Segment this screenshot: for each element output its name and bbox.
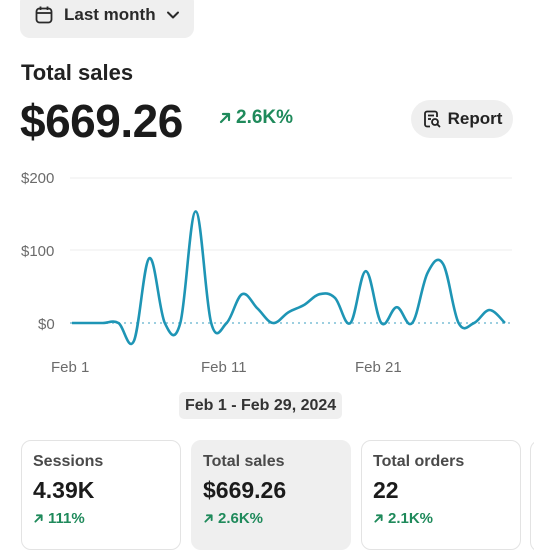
report-search-icon bbox=[422, 109, 442, 129]
sales-line-chart: $200 $100 $0 Feb 1 Feb 11 Feb 21 bbox=[21, 170, 512, 376]
metric-card-delta-text: 2.6K% bbox=[218, 510, 264, 527]
arrow-up-right-icon bbox=[203, 513, 214, 524]
data-point bbox=[178, 321, 182, 325]
data-point bbox=[364, 269, 368, 273]
data-point bbox=[194, 209, 198, 213]
sales-series-line bbox=[72, 210, 506, 346]
summary-title: Total sales bbox=[21, 60, 134, 85]
data-point bbox=[116, 321, 120, 325]
calendar-icon bbox=[34, 5, 54, 25]
data-point bbox=[426, 271, 430, 275]
data-point bbox=[225, 321, 229, 325]
y-tick-label: $200 bbox=[21, 170, 54, 187]
data-point bbox=[317, 292, 321, 296]
report-label: Report bbox=[447, 109, 503, 128]
metric-card-delta-text: 2.1K% bbox=[388, 510, 434, 527]
x-tick-label: Feb 11 bbox=[201, 359, 247, 376]
summary-delta: 2.6K% bbox=[218, 107, 293, 129]
data-point bbox=[256, 307, 260, 311]
data-point bbox=[132, 339, 136, 343]
summary-delta-text: 2.6K% bbox=[236, 107, 294, 128]
data-point bbox=[488, 308, 492, 312]
data-point bbox=[333, 296, 337, 300]
data-point bbox=[271, 321, 275, 325]
metric-card-value: 22 bbox=[373, 477, 399, 503]
chevron-down-icon bbox=[166, 8, 180, 22]
arrow-up-right-icon bbox=[373, 513, 384, 524]
x-tick-label: Feb 21 bbox=[355, 359, 402, 376]
date-filter-button[interactable]: Last month bbox=[20, 0, 194, 38]
data-point bbox=[302, 303, 306, 307]
data-point bbox=[240, 292, 244, 296]
x-tick-label: Feb 1 bbox=[51, 359, 89, 376]
date-filter-label: Last month bbox=[64, 5, 156, 24]
metric-card-delta: 2.1K% bbox=[373, 510, 509, 527]
report-button[interactable]: Report bbox=[411, 100, 513, 138]
data-point bbox=[209, 321, 213, 325]
metric-card-delta: 111% bbox=[33, 510, 169, 527]
data-point bbox=[86, 321, 90, 325]
data-point bbox=[441, 262, 445, 266]
metric-card-partial[interactable] bbox=[530, 440, 534, 552]
y-tick-label: $0 bbox=[38, 316, 55, 333]
metric-card-delta: 2.6K% bbox=[203, 510, 339, 527]
data-point bbox=[287, 310, 291, 314]
metric-card-total-sales[interactable]: Total sales $669.26 2.6K% bbox=[191, 440, 351, 550]
data-point bbox=[379, 321, 383, 325]
date-range-label: Feb 1 - Feb 29, 2024 bbox=[179, 392, 343, 419]
metric-card-title: Total orders bbox=[373, 453, 465, 470]
arrow-up-right-icon bbox=[218, 111, 232, 125]
data-point bbox=[503, 321, 507, 325]
metric-card-title: Sessions bbox=[33, 453, 104, 470]
y-tick-label: $100 bbox=[21, 243, 54, 260]
metric-card-delta-text: 111% bbox=[48, 510, 85, 527]
arrow-up-right-icon bbox=[33, 513, 44, 524]
data-point bbox=[472, 321, 476, 325]
data-point bbox=[395, 305, 399, 309]
metric-card-title: Total sales bbox=[203, 453, 285, 470]
data-point bbox=[101, 321, 105, 325]
data-point bbox=[410, 321, 414, 325]
data-point bbox=[163, 321, 167, 325]
summary-value: $669.26 bbox=[20, 95, 183, 147]
data-point bbox=[70, 321, 74, 325]
data-point bbox=[147, 256, 151, 260]
metric-card-value: $669.26 bbox=[203, 477, 287, 503]
metric-card-value: 4.39K bbox=[33, 477, 95, 503]
data-point bbox=[348, 321, 352, 325]
data-point bbox=[457, 321, 461, 325]
